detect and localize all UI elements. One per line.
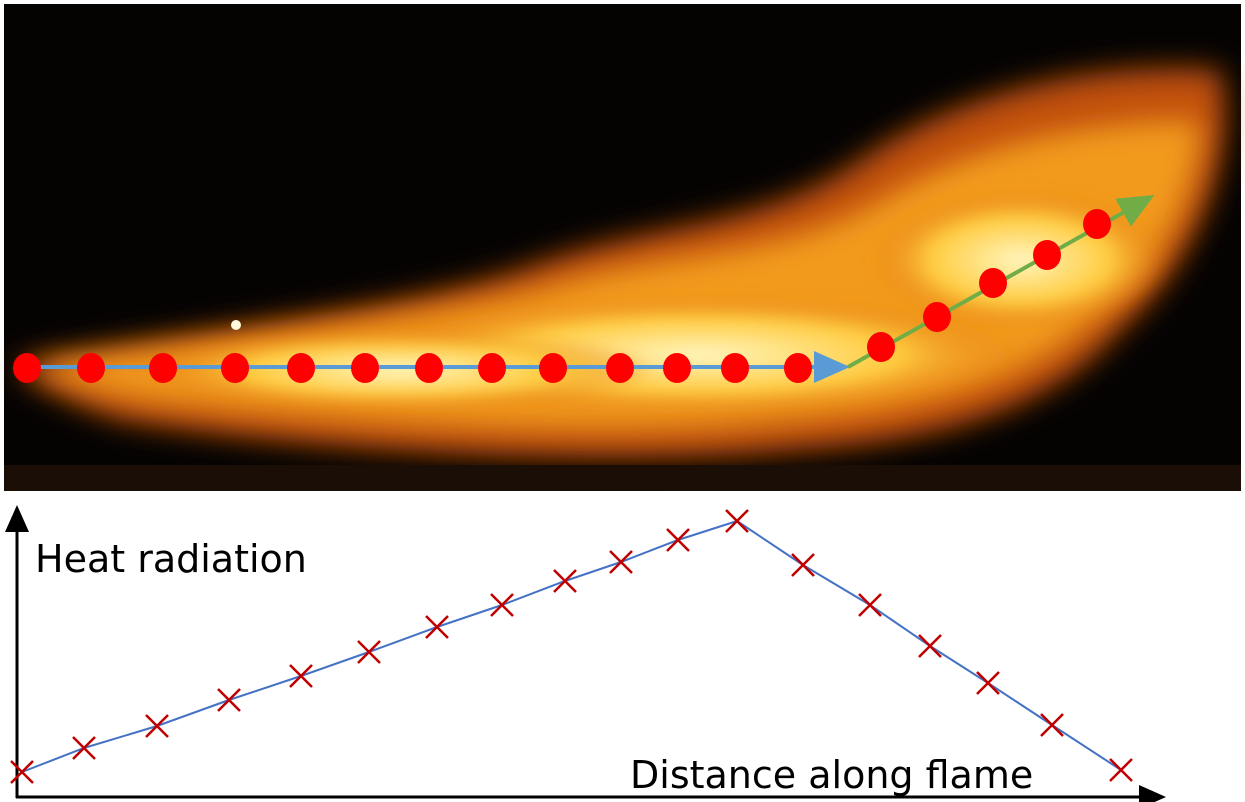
cross-marker: [290, 665, 312, 687]
cross-marker: [218, 689, 240, 711]
cross-marker: [146, 715, 168, 737]
cross-marker: [792, 554, 814, 576]
cross-marker: [977, 672, 999, 694]
cross-marker: [859, 594, 881, 616]
cross-marker: [73, 737, 95, 759]
cross-marker: [426, 616, 448, 638]
cross-marker: [919, 635, 941, 657]
cross-marker: [726, 510, 748, 532]
cross-marker: [11, 761, 33, 783]
cross-marker: [1041, 714, 1063, 736]
cross-marker: [358, 641, 380, 663]
x-axis-label: Distance along flame: [630, 753, 1033, 797]
cross-marker: [667, 529, 689, 551]
cross-marker: [554, 570, 576, 592]
page: Heat radiation Distance along flame (() …: [0, 0, 1245, 802]
cross-marker: [1110, 759, 1132, 781]
diagram: Heat radiation Distance along flame: [0, 0, 1245, 802]
cross-marker: [610, 551, 632, 573]
y-axis-label: Heat radiation: [35, 537, 307, 581]
cross-marker: [491, 594, 513, 616]
